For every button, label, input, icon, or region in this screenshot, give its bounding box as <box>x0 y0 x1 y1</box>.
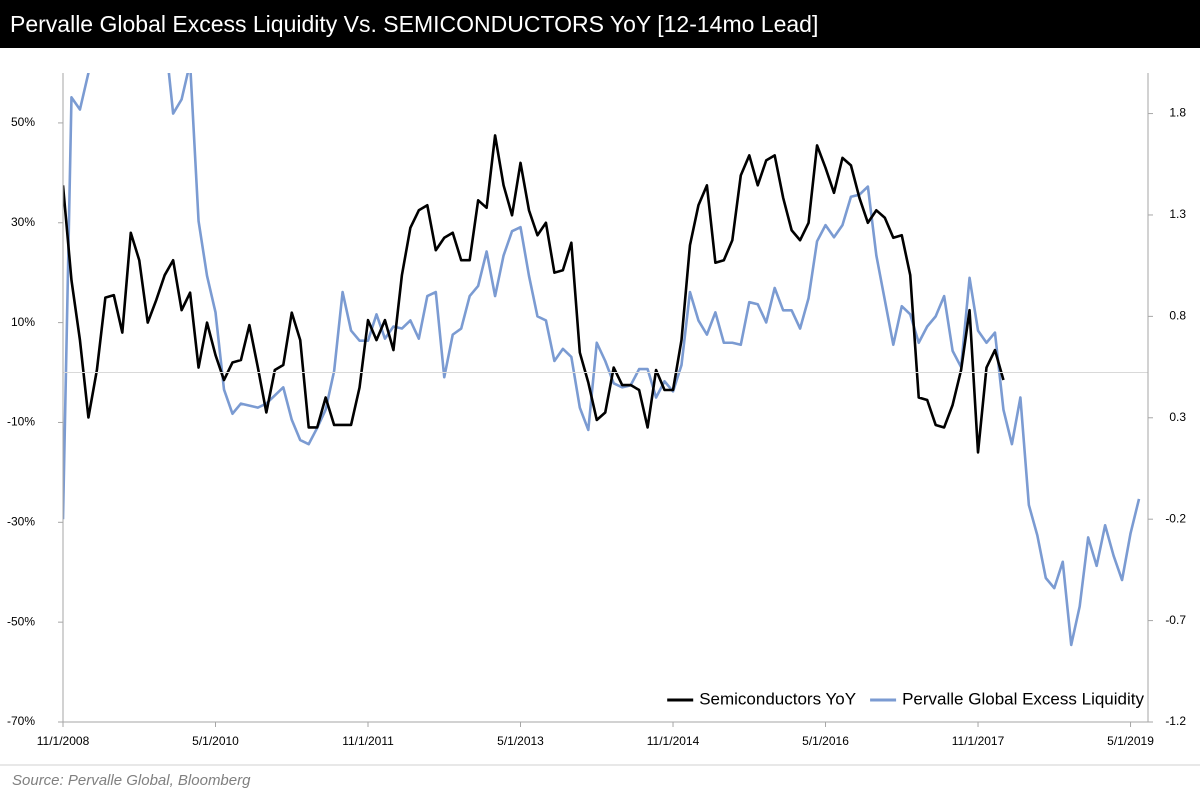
y-tick-label: -30% <box>7 514 35 528</box>
chart-title: Pervalle Global Excess Liquidity Vs. SEM… <box>0 0 1200 48</box>
x-tick-label: 5/1/2019 <box>1107 734 1154 748</box>
y2-tick-label: -1.2 <box>1165 714 1186 728</box>
y-tick-label: -50% <box>7 614 35 628</box>
source-note: Source: Pervalle Global, Bloomberg <box>12 772 251 789</box>
x-tick-label: 11/1/2014 <box>647 734 700 748</box>
legend-label: Pervalle Global Excess Liquidity <box>902 689 1144 708</box>
y-tick-label: 30% <box>11 215 35 229</box>
y-tick-label: 10% <box>11 315 35 329</box>
y2-tick-label: 0.8 <box>1169 309 1186 323</box>
x-tick-label: 5/1/2013 <box>497 734 544 748</box>
legend: Pervalle Global Excess Liquidity Semicond… <box>667 689 1144 708</box>
series-line <box>63 134 1005 454</box>
y-tick-label: -10% <box>7 415 35 429</box>
x-tick-label: 5/1/2010 <box>192 734 239 748</box>
y2-tick-label: 1.8 <box>1169 106 1186 120</box>
legend-label: Semiconductors YoY <box>699 689 856 708</box>
x-tick-label: 5/1/2016 <box>802 734 849 748</box>
y-tick-label: 50% <box>11 115 35 129</box>
x-tick-label: 11/1/2017 <box>952 734 1005 748</box>
x-tick-label: 11/1/2008 <box>37 734 90 748</box>
plot-lines <box>63 73 1141 647</box>
series-line <box>63 73 1141 647</box>
x-tick-label: 11/1/2011 <box>342 734 394 748</box>
y2-tick-label: 1.3 <box>1169 207 1186 221</box>
y-tick-label: -70% <box>7 714 35 728</box>
y2-tick-label: -0.7 <box>1165 613 1186 627</box>
y2-tick-label: 0.3 <box>1169 410 1186 424</box>
y2-tick-label: -0.2 <box>1165 511 1186 525</box>
